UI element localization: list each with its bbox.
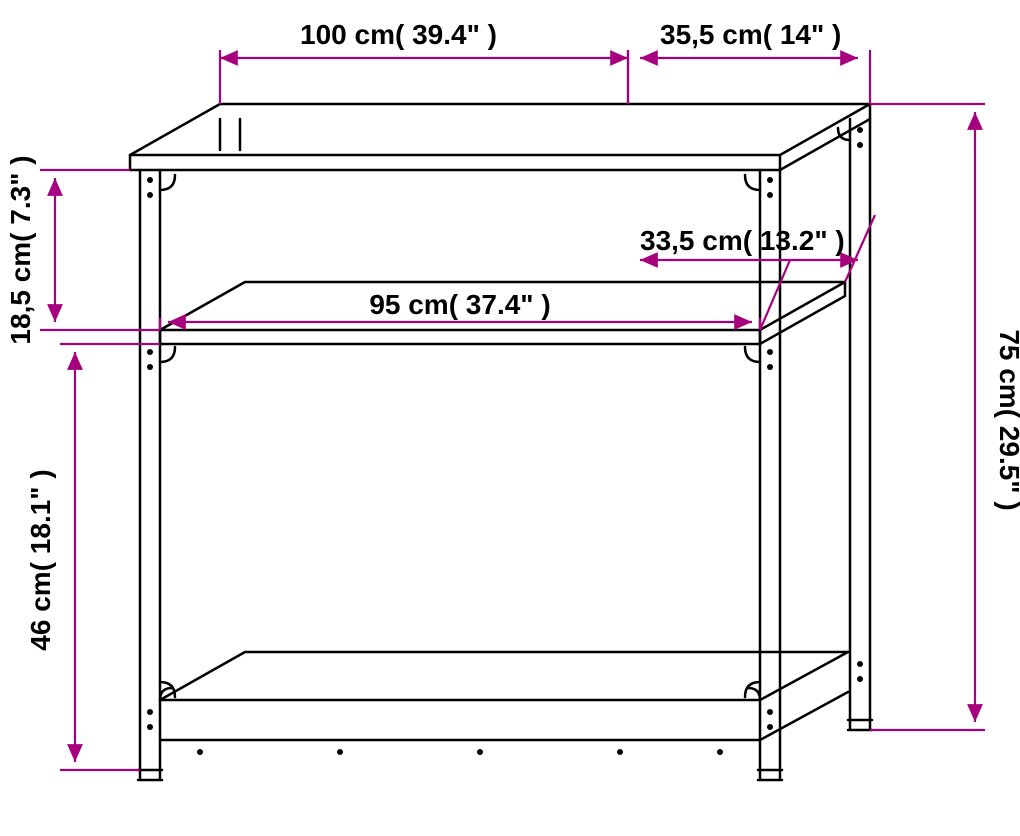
dimension-diagram: 100 cm( 39.4" ) 35,5 cm( 14" ) 33,5 cm( … [0,0,1020,836]
dimension-lines [40,50,985,770]
label-top-width: 100 cm( 39.4" ) [300,19,497,50]
dimension-labels: 100 cm( 39.4" ) 35,5 cm( 14" ) 33,5 cm( … [5,19,1020,651]
table-outline [130,104,872,780]
label-shelf-width: 95 cm( 37.4" ) [369,289,550,320]
label-gap-top: 18,5 cm( 7.3" ) [5,155,36,344]
label-gap-bottom: 46 cm( 18.1" ) [25,469,56,650]
label-top-depth: 35,5 cm( 14" ) [660,19,841,50]
label-shelf-depth: 33,5 cm( 13.2" ) [640,225,845,256]
label-height-total: 75 cm( 29.5" ) [994,329,1020,510]
